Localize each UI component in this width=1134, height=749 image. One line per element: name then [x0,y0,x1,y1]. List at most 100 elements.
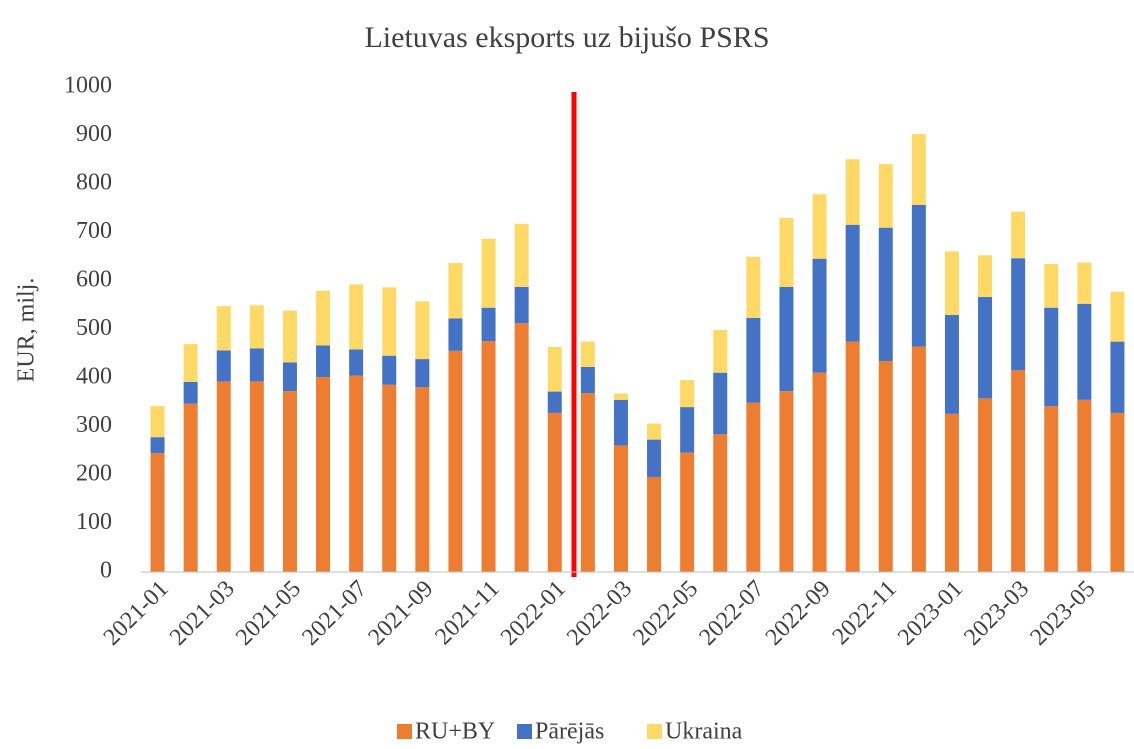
bar-segment [680,407,695,453]
bar-segment [1110,412,1125,572]
x-tick-label: 2021-11 [430,576,504,650]
bar-segment [713,372,728,435]
bar-segment [1011,370,1026,572]
bar-segment [448,318,463,351]
bar-segment [878,227,893,362]
bar-segment [415,359,430,388]
y-tick-label: 900 [76,121,112,147]
y-tick-label: 600 [76,267,112,293]
y-tick-label: 1000 [64,73,112,99]
legend-swatch [647,724,662,739]
bar-segment [150,437,165,454]
bar-segment [845,341,860,572]
bar-segment [216,350,231,382]
y-tick-label: 200 [76,461,112,487]
bar-segment [978,398,993,572]
x-tick-label: 2023-05 [1026,576,1101,651]
legend-label: RU+BY [415,719,495,745]
bar-segment [845,159,860,225]
bar-segment [1110,291,1125,342]
bar-segment [183,344,198,382]
bar-segment [580,393,595,572]
x-tick-label: 2022-05 [628,576,703,651]
x-tick-label: 2022-03 [562,576,637,651]
bar-segment [282,362,297,392]
bar-segment [547,412,562,572]
bar-segment [779,217,794,287]
y-tick-label: 500 [76,315,112,341]
bar-segment [249,348,264,382]
bar-segment [1011,258,1026,371]
bar-segment [944,251,959,315]
bar-segment [150,406,165,438]
y-tick-label: 800 [76,170,112,196]
bar-segment [911,134,926,205]
bar-segment [911,346,926,572]
x-tick-label: 2023-01 [893,576,968,651]
x-tick-label: 2021-03 [165,576,240,651]
bar-segment [746,256,761,318]
bar-segment [1011,211,1026,259]
bar-segment [944,413,959,572]
bar-segment [680,379,695,408]
bar-segment [911,204,926,347]
x-tick-label: 2022-11 [828,576,902,650]
bar-segment [878,361,893,572]
bar-segment [448,263,463,319]
bar-segment [316,290,331,346]
bar-segment [249,305,264,349]
bar-segment [613,393,628,400]
bar-segment [415,301,430,360]
bar-segment [1044,307,1059,407]
bar-segment [647,476,662,572]
bar-segment [978,255,993,298]
bar-segment [547,346,562,392]
bar-segment [382,287,397,356]
bar-segment [613,445,628,572]
y-tick-label: 700 [76,218,112,244]
legend-label: Pārējās [535,719,604,745]
y-tick-label: 0 [100,558,112,584]
bar-segment [349,349,364,376]
bar-segment [514,323,529,572]
bar-segment [481,238,496,308]
bar-segment [580,366,595,394]
bar-segment [746,402,761,572]
legend-swatch [397,724,412,739]
bar-segment [382,355,397,385]
x-tick-label: 2021-05 [231,576,306,651]
bar-segment [216,381,231,572]
y-axis-label: EUR, milj. [14,278,40,383]
bar-segment [216,306,231,351]
bar-segment [448,350,463,572]
bar-segment [978,297,993,399]
x-tick-label: 2022-01 [496,576,571,651]
bar-segment [878,164,893,228]
bar-segment [812,258,827,373]
bar-segment [382,384,397,572]
x-tick-label: 2021-09 [364,576,439,651]
bar-segment [547,391,562,413]
bar-segment [1077,303,1092,400]
bar-segment [713,434,728,572]
bar-segment [1077,399,1092,572]
chart-title: Lietuvas eksports uz bijušo PSRS [364,21,769,54]
bar-segment [613,399,628,446]
legend-label: Ukraina [665,719,743,745]
bar-segment [845,224,860,342]
bar-segment [481,341,496,572]
bar-segment [481,307,496,342]
bar-segment [183,403,198,572]
y-tick-label: 300 [76,412,112,438]
x-tick-label: 2022-07 [695,576,770,651]
bar-segment [647,439,662,477]
bar-segment [249,381,264,572]
bar-segment [812,372,827,572]
bar-segment [779,286,794,392]
bar-segment [1044,264,1059,308]
bar-segment [812,194,827,259]
bar-segment [647,423,662,440]
bar-segment [316,377,331,572]
legend-swatch [517,724,532,739]
